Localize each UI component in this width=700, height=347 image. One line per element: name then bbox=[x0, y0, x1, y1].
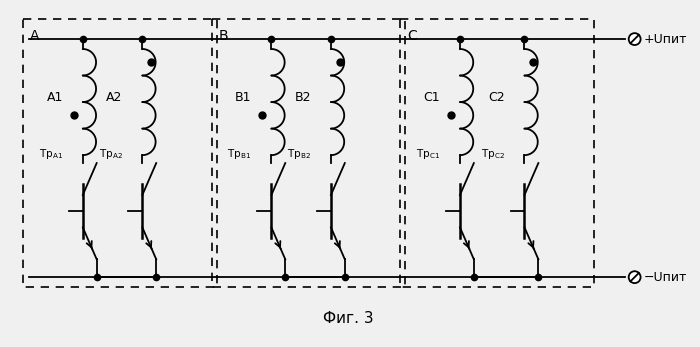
Text: B1: B1 bbox=[235, 91, 251, 104]
Text: +Uпит: +Uпит bbox=[643, 33, 687, 45]
Text: B: B bbox=[219, 29, 228, 43]
Text: Тр$_{\rm C1}$: Тр$_{\rm C1}$ bbox=[416, 147, 440, 161]
Text: −Uпит: −Uпит bbox=[643, 271, 687, 283]
Text: Фиг. 3: Фиг. 3 bbox=[323, 311, 374, 326]
Text: C: C bbox=[407, 29, 417, 43]
Circle shape bbox=[629, 271, 640, 283]
Text: C1: C1 bbox=[424, 91, 440, 104]
Text: A: A bbox=[30, 29, 40, 43]
Text: Тр$_{\rm A2}$: Тр$_{\rm A2}$ bbox=[99, 147, 122, 161]
Bar bbox=[212, 19, 405, 287]
Text: Тр$_{\rm A1}$: Тр$_{\rm A1}$ bbox=[39, 147, 63, 161]
Circle shape bbox=[629, 33, 640, 45]
Text: B2: B2 bbox=[295, 91, 311, 104]
Bar bbox=[400, 19, 594, 287]
Text: Тр$_{\rm B2}$: Тр$_{\rm B2}$ bbox=[287, 147, 311, 161]
Text: A2: A2 bbox=[106, 91, 122, 104]
Bar bbox=[23, 19, 217, 287]
Text: Тр$_{\rm C2}$: Тр$_{\rm C2}$ bbox=[481, 147, 505, 161]
Text: C2: C2 bbox=[488, 91, 505, 104]
Text: A1: A1 bbox=[47, 91, 63, 104]
Text: Тр$_{\rm B1}$: Тр$_{\rm B1}$ bbox=[228, 147, 251, 161]
